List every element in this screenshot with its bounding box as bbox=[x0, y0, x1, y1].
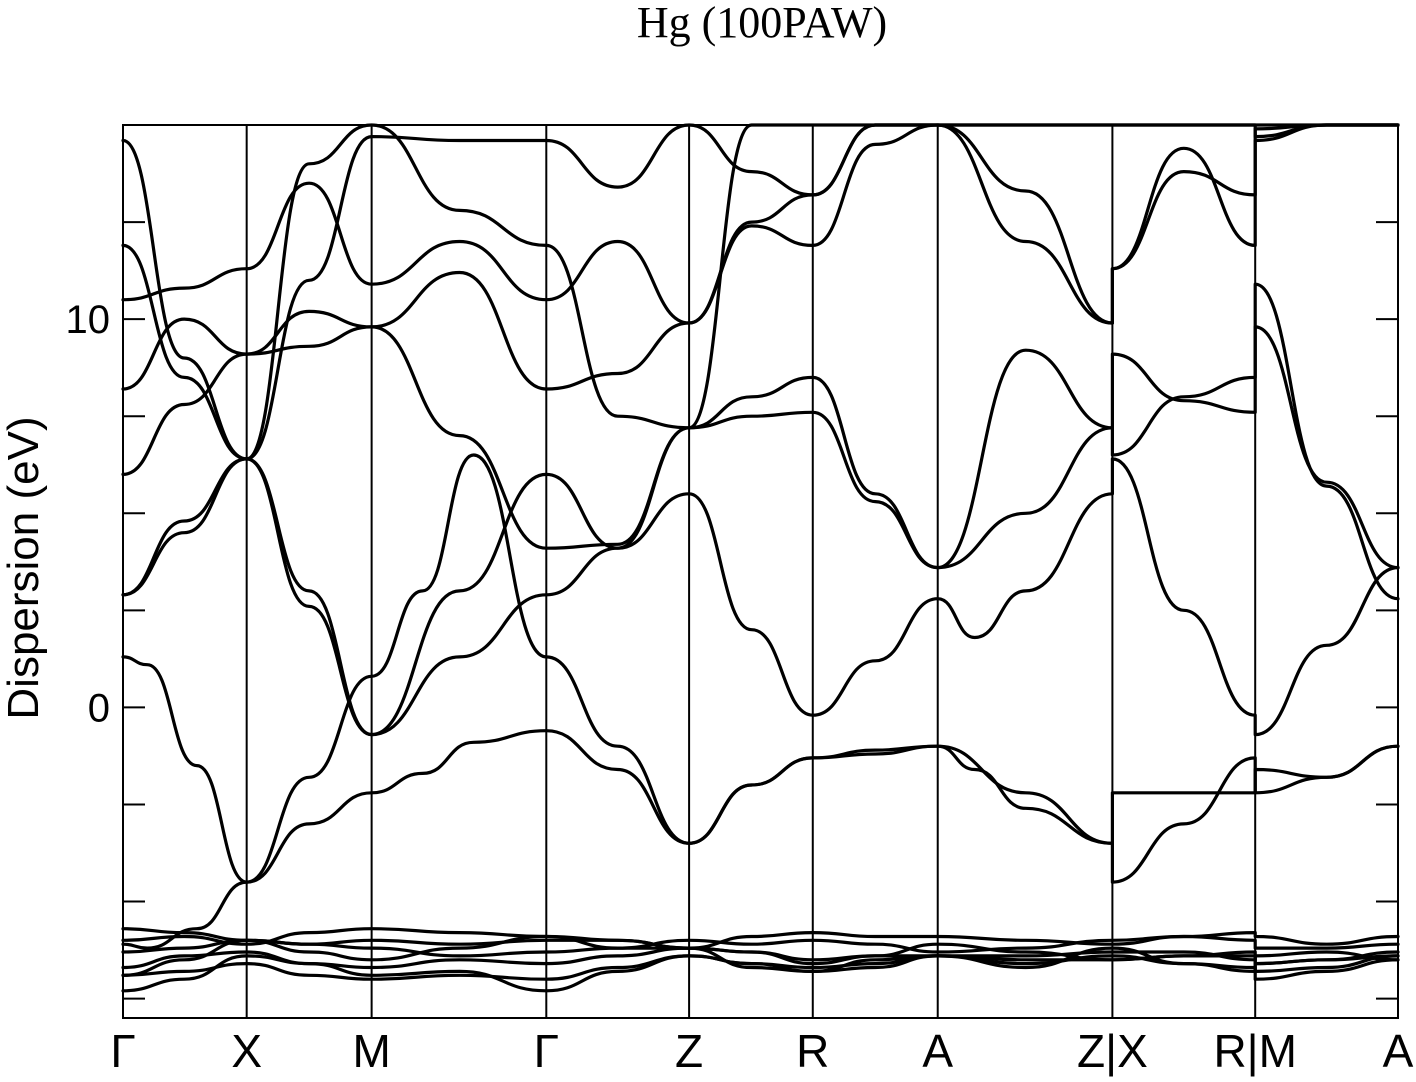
kpoint-label: R|M bbox=[1213, 1025, 1297, 1077]
band-line bbox=[121, 954, 1400, 981]
y-axis-ticks: 0 10 bbox=[66, 221, 1398, 1000]
kpoint-label: Z|X bbox=[1077, 1025, 1148, 1077]
plot-frame bbox=[122, 124, 1399, 1019]
band-line bbox=[121, 927, 1400, 950]
band-line bbox=[121, 453, 1400, 884]
band-line bbox=[121, 123, 1400, 325]
band-line bbox=[121, 954, 1400, 993]
kpoint-labels: Γ X M Γ Z R A Z|X R|M A bbox=[110, 1025, 1413, 1077]
band-line bbox=[121, 123, 1400, 391]
band-series bbox=[121, 123, 1400, 993]
kpoint-label: Z bbox=[675, 1025, 703, 1077]
kpoint-label: Γ bbox=[110, 1025, 135, 1077]
y-tick-label: 0 bbox=[88, 686, 110, 730]
band-line bbox=[121, 729, 1400, 950]
kpoint-label: Γ bbox=[534, 1025, 559, 1077]
kpoint-label: M bbox=[352, 1025, 390, 1077]
chart-title: Hg (100PAW) bbox=[637, 0, 887, 47]
kpoint-label: A bbox=[922, 1025, 953, 1077]
band-line bbox=[121, 457, 1400, 737]
band-line bbox=[121, 325, 1400, 737]
kpoint-lines bbox=[245, 125, 1257, 1018]
band-line bbox=[121, 282, 1400, 601]
y-axis-label: Dispersion (eV) bbox=[0, 416, 48, 719]
kpoint-label: A bbox=[1383, 1025, 1414, 1077]
kpoint-label: X bbox=[231, 1025, 262, 1077]
kpoint-label: R bbox=[796, 1025, 829, 1077]
y-tick-label: 10 bbox=[66, 298, 111, 342]
